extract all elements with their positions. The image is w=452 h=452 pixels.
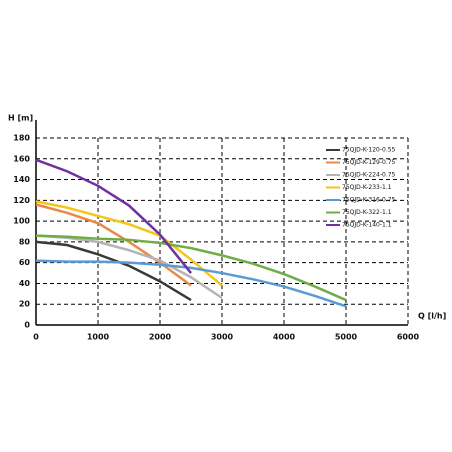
y-tick-label: 140	[13, 175, 30, 184]
series-line	[35, 259, 347, 308]
y-tick-label: 60	[19, 258, 31, 267]
x-tick-label: 3000	[211, 333, 234, 342]
legend-label: 75QJD-K-140-1.1	[342, 222, 392, 229]
y-tick-label: 100	[13, 217, 30, 226]
y-tick-label: 0	[24, 321, 30, 330]
y-tick-label: 160	[13, 154, 30, 163]
y-tick-label: 80	[19, 237, 31, 246]
series-line	[35, 158, 192, 274]
y-axis-label: H [m]	[8, 114, 33, 123]
y-tick-label: 20	[19, 300, 31, 309]
legend-label: 75QJD-K-120-0.55	[342, 147, 396, 154]
x-tick-label: 4000	[273, 333, 296, 342]
y-tick-label: 120	[13, 196, 30, 205]
y-tick-label: 40	[19, 279, 31, 288]
x-tick-label: 5000	[335, 333, 358, 342]
series-line	[35, 200, 223, 287]
x-tick-label: 0	[33, 333, 39, 342]
legend-label: 75QJD-K-224-0.75	[342, 172, 396, 179]
x-tick-label: 2000	[149, 333, 172, 342]
legend-label: 75QJD-K-316-0.75	[342, 197, 396, 204]
legend-label: 75QJD-K-322-1.1	[342, 209, 392, 216]
x-axis-label: Q [l/h]	[418, 312, 446, 321]
series-line	[35, 234, 347, 302]
x-tick-label: 6000	[397, 333, 420, 342]
y-tick-label: 180	[13, 134, 30, 143]
legend-label: 75QJD-K-129-0.75	[342, 159, 396, 166]
legend-label: 75QJD-K-233-1.1	[342, 184, 392, 191]
x-tick-label: 1000	[87, 333, 110, 342]
series-line	[35, 240, 192, 302]
